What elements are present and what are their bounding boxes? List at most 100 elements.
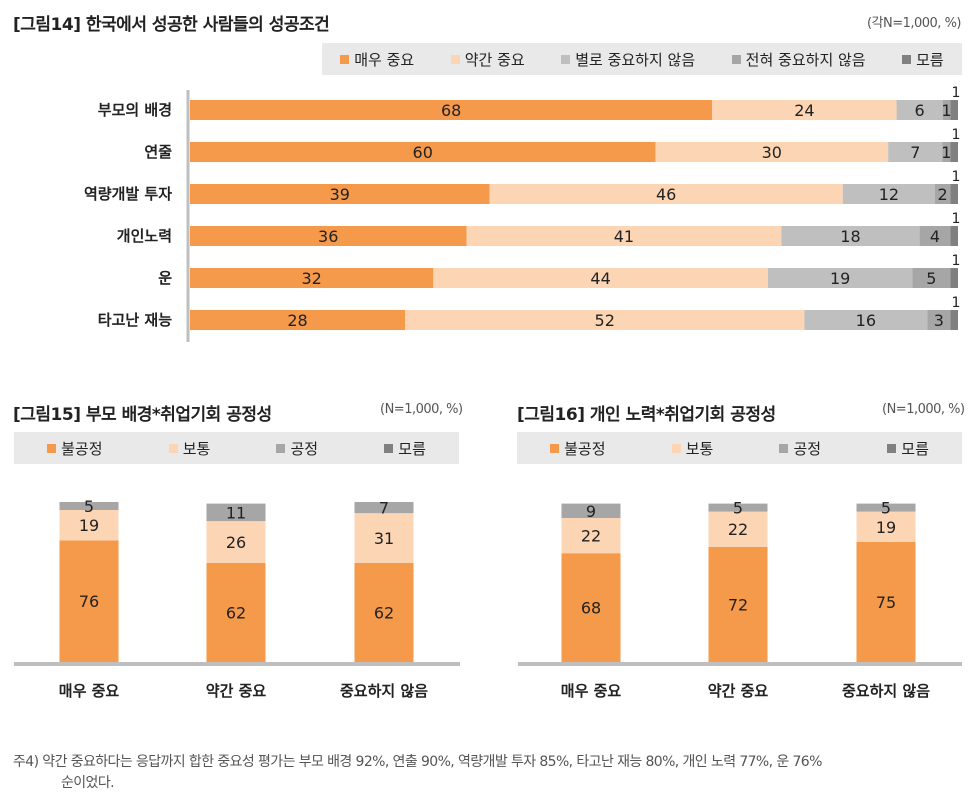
column-segment [206,562,266,662]
data-label: 5 [881,499,891,518]
legend-label: 보통 [182,439,211,458]
bar-segment [942,100,951,120]
data-label: 1 [952,295,961,311]
bar-segment [190,100,713,120]
column-segment [856,542,916,662]
data-label: 1 [941,143,951,162]
bar-segment [950,226,958,246]
data-label: 12 [879,185,899,204]
data-label: 5 [926,269,936,288]
bar-segment [919,226,951,246]
bar-segment [405,310,805,330]
column-segment [561,553,621,662]
data-label: 24 [794,101,814,120]
fig14-legend: 매우 중요 약간 중요 별로 중요하지 않음 전혀 중요하지 않음 모름 [322,43,962,75]
legend-item: 모름 [384,438,426,459]
column-segment [856,511,916,542]
legend-label: 약간 중요 [464,50,525,69]
fig15-title: [그림15] 부모 배경*취업기회 공정성 [13,405,272,425]
data-label: 41 [614,227,634,246]
bar-segment [842,184,935,204]
legend-swatch [450,54,460,64]
bar-segment [489,184,843,204]
data-label: 32 [301,269,321,288]
category-label: 역량개발 투자 [84,185,172,203]
bar-segment [466,226,782,246]
legend-swatch [887,443,897,453]
data-label: 72 [728,595,748,614]
legend-label: 전혀 중요하지 않음 [745,50,866,69]
data-label: 1 [941,101,951,120]
data-label: 36 [318,227,338,246]
data-label: 62 [374,603,394,622]
fig14-title: [그림14] 한국에서 성공한 사람들의 성공조건 [13,15,330,35]
bar-segment [433,268,768,288]
data-label: 39 [330,185,350,204]
legend-label: 보통 [685,439,714,458]
data-label: 44 [590,269,610,288]
fig15-sample-note: (N=1,000, %) [380,402,463,417]
bar-segment [888,142,943,162]
column-segment [708,511,768,547]
bar-segment [934,184,951,204]
bar-segment [950,184,958,204]
legend-label: 모름 [901,439,929,458]
legend-item: 공정 [779,438,821,459]
legend-swatch [731,54,741,64]
legend-item: 약간 중요 [450,49,525,70]
legend-item: 모름 [902,49,944,70]
fig16-sample-note: (N=1,000, %) [882,402,965,417]
footnote-line-2: 순이었다. [61,775,115,791]
legend-swatch [340,54,350,64]
bar-segment [950,268,958,288]
column-segment [59,510,119,541]
legend-item: 별로 중요하지 않음 [561,49,695,70]
legend-swatch [779,443,789,453]
data-label: 30 [762,143,782,162]
bar-segment [896,100,943,120]
data-label: 7 [910,143,920,162]
column-segment [354,502,414,514]
data-label: 1 [952,85,961,101]
data-label: 3 [934,311,944,330]
data-label: 1 [952,253,961,269]
fig16-title: [그림16] 개인 노력*취업기회 공정성 [517,405,776,425]
legend-item: 모름 [887,438,929,459]
legend-label: 별로 중요하지 않음 [575,50,696,69]
legend-label: 모름 [916,50,944,69]
column-segment [561,518,621,554]
fig16-legend: 불공정 보통 공정 모름 [517,432,962,464]
legend-item: 보통 [168,438,211,459]
data-label: 1 [952,211,961,227]
bar-segment [655,142,889,162]
bar-segment [804,310,928,330]
footnote-line-1: 주4) 약간 중요하다는 응답까지 합한 중요성 평가는 부모 배경 92%, … [13,754,822,770]
legend-item: 매우 중요 [340,49,414,70]
data-label: 76 [79,592,99,611]
data-label: 1 [952,127,961,143]
footnote: 주4) 약간 중요하다는 응답까지 합한 중요성 평가는 부모 배경 92%, … [13,752,963,794]
data-label: 60 [413,143,433,162]
data-label: 28 [287,311,307,330]
legend-label: 공정 [793,439,822,458]
data-label: 22 [581,527,601,546]
data-label: 9 [586,502,596,521]
legend-label: 공정 [290,439,319,458]
legend-swatch [561,54,571,64]
category-label: 타고난 재능 [98,311,172,329]
legend-swatch [671,443,681,453]
bar-segment [190,184,490,204]
column-segment [354,562,414,662]
legend-swatch [168,443,178,453]
category-label: 매우 중요 [59,682,120,700]
category-label: 매우 중요 [561,682,622,700]
data-label: 19 [876,518,896,537]
bar-segment [190,268,434,288]
legend-item: 공정 [276,438,318,459]
fig15-legend: 불공정 보통 공정 모름 [14,432,459,464]
data-label: 6 [915,101,925,120]
category-label: 개인노력 [117,227,172,245]
bar-segment [950,310,958,330]
